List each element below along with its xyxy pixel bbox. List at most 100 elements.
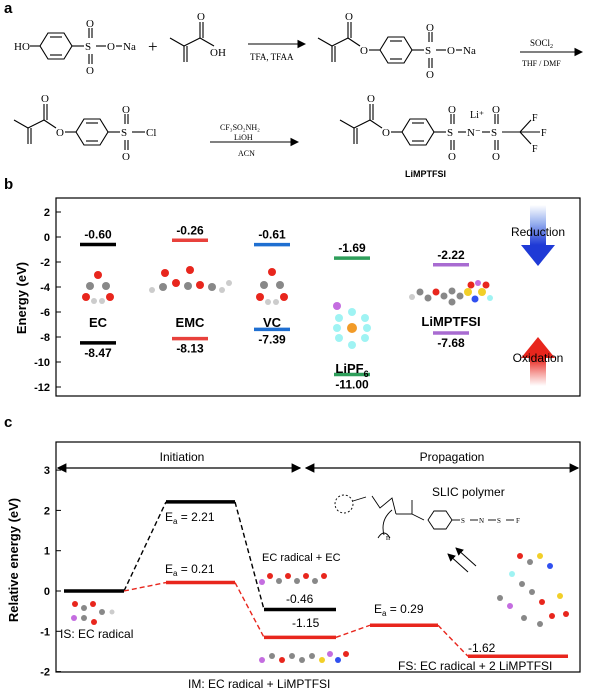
panel-c-ytick-label: 0 — [44, 586, 50, 598]
panel-c-ytick-label: -2 — [40, 667, 50, 679]
svg-text:Na: Na — [463, 45, 476, 57]
svg-text:LiOH: LiOH — [234, 133, 253, 142]
lipf6-molecule-icon — [333, 302, 371, 349]
svg-text:O: O — [448, 104, 456, 116]
svg-text:O: O — [448, 151, 456, 163]
svg-text:O: O — [86, 18, 94, 30]
svg-text:F: F — [532, 113, 538, 124]
red-path-connector-3 — [437, 624, 469, 657]
panel-a-letter: a — [4, 0, 13, 17]
panel-b-ytick-label: -6 — [40, 307, 50, 319]
panel-b-ytick-label: -10 — [34, 357, 50, 369]
is-label: IS: EC radical — [60, 627, 133, 641]
svg-text:O: O — [492, 151, 500, 163]
svg-text:O: O — [197, 11, 205, 23]
atom-s1: S — [85, 41, 91, 53]
atom-ho: HO — [14, 41, 30, 53]
homo-value-1: -8.13 — [176, 342, 204, 356]
svg-text:Li⁺: Li⁺ — [470, 110, 484, 121]
intermediate-methacrylate-sulfonate: O O S O O O Na — [317, 11, 476, 81]
fs-molecule-icon — [497, 553, 569, 627]
lumo-value-3: -1.69 — [338, 241, 366, 255]
initiation-label: Initiation — [160, 450, 205, 464]
im-label: IM: EC radical + LiMPTFSI — [188, 677, 330, 691]
svg-text:O: O — [122, 104, 130, 116]
panel-c-ylabel: Relative energy (eV) — [6, 498, 21, 622]
panel-c-frame — [55, 441, 581, 673]
black-path-connector-1 — [123, 501, 167, 592]
step1-conditions: TFA, TFAA — [250, 52, 294, 62]
panel-b-y-axis: 2 0 -2 -4 -6 -8 -10 -12 — [34, 207, 61, 394]
ec-molecule-icon — [82, 271, 114, 304]
panel-b-ytick-label: -2 — [40, 257, 50, 269]
svg-text:F: F — [541, 128, 547, 139]
panel-c-levels — [64, 500, 568, 659]
svg-text:O: O — [107, 41, 115, 53]
molecule-name-1: EMC — [176, 315, 206, 330]
slic-polymer-structure — [334, 494, 514, 539]
red-path-connector-1 — [234, 582, 265, 638]
molecule-name-3: LiPF6 — [335, 361, 368, 379]
black-path-connector-2 — [234, 501, 265, 610]
product-label: LiMPTFSI — [405, 169, 446, 179]
svg-text:SOCl2: SOCl2 — [530, 38, 553, 50]
svg-text:Cl: Cl — [146, 127, 156, 139]
svg-text:S: S — [447, 127, 453, 139]
svg-text:O: O — [122, 151, 130, 163]
svg-text:F: F — [532, 144, 538, 155]
svg-text:O: O — [360, 45, 368, 57]
synthesis-scheme: HO S O O O Na + O OH — [13, 11, 584, 179]
reactant-methacrylic-acid: O OH — [169, 11, 226, 62]
panel-c-y-axis: 3 2 1 0 -1 -2 — [40, 465, 61, 679]
svg-text:Na: Na — [123, 41, 136, 53]
panel-b-frame — [55, 197, 581, 397]
molecule-name-2: VC — [263, 315, 282, 330]
panel-c-chart: 3 2 1 0 -1 -2 Relative energy (eV) Initiation… — [6, 441, 581, 691]
panel-b-ytick-label: 0 — [44, 232, 50, 244]
svg-text:O: O — [41, 93, 49, 105]
panel-b-letter: b — [4, 176, 14, 193]
lumo-value-2: -0.61 — [258, 228, 286, 242]
svg-text:O: O — [367, 93, 375, 105]
red-path-connector-0 — [123, 581, 167, 592]
red-ts1-label: Ea = 0.21 — [165, 562, 215, 578]
molecule-name-4: LiMPTFSI — [421, 314, 480, 329]
red-ts2-label: Ea = 0.29 — [374, 602, 424, 618]
panel-b-chart: 2 0 -2 -4 -6 -8 -10 -12 Energy (eV) -0.60 -8.47 E… — [14, 197, 581, 397]
black-ts-label: Ea = 2.21 — [165, 510, 215, 526]
lumo-value-0: -0.60 — [84, 228, 112, 242]
homo-value-4: -7.68 — [437, 336, 465, 350]
ec-ec-label: EC radical + EC — [262, 552, 341, 564]
ec-ec-value: -0.46 — [286, 592, 314, 606]
panel-c-ytick-label: -1 — [40, 626, 50, 638]
polymer-arrow-1 — [455, 547, 477, 567]
svg-text:O: O — [492, 104, 500, 116]
red-path-connector-2 — [335, 624, 371, 639]
svg-text:O: O — [447, 45, 455, 57]
panel-b-ylabel: Energy (eV) — [14, 262, 29, 334]
reduction-arrow-icon — [521, 205, 555, 266]
fs-label: FS: EC radical + 2 LiMPTFSI — [398, 659, 552, 673]
svg-text:O: O — [382, 127, 390, 139]
propagation-label: Propagation — [420, 450, 485, 464]
intermediate-sulfonyl-chloride: O O S O O Cl — [13, 93, 156, 163]
svg-text:OH: OH — [210, 47, 226, 59]
limptfsi-molecule-icon — [409, 280, 493, 306]
svg-text:O: O — [56, 127, 64, 139]
svg-text:O: O — [86, 65, 94, 77]
panel-c-ytick-label: 3 — [44, 465, 50, 477]
panel-b-levels: -0.60 -8.47 EC -0.26 -8.13 EMC -0.61 -7.39 VC -1.… — [80, 223, 481, 392]
svg-text:ACN: ACN — [238, 149, 255, 158]
ec-ec-molecule-icon — [259, 573, 327, 585]
panel-b-ytick-label: -4 — [40, 282, 51, 294]
im-value: -1.15 — [292, 616, 320, 630]
svg-text:S: S — [491, 127, 497, 139]
slic-polymer-label: SLIC polymer — [432, 485, 505, 499]
svg-text:S: S — [461, 517, 465, 525]
product-limptfsi: O O S O O N⁻ Li⁺ S O O F — [339, 93, 547, 163]
is-molecule-icon — [71, 601, 115, 625]
reactant-hydroxybenzenesulfonate: HO S O O O Na — [14, 18, 136, 77]
svg-text:S: S — [425, 45, 431, 57]
homo-value-3: -11.00 — [335, 378, 369, 392]
